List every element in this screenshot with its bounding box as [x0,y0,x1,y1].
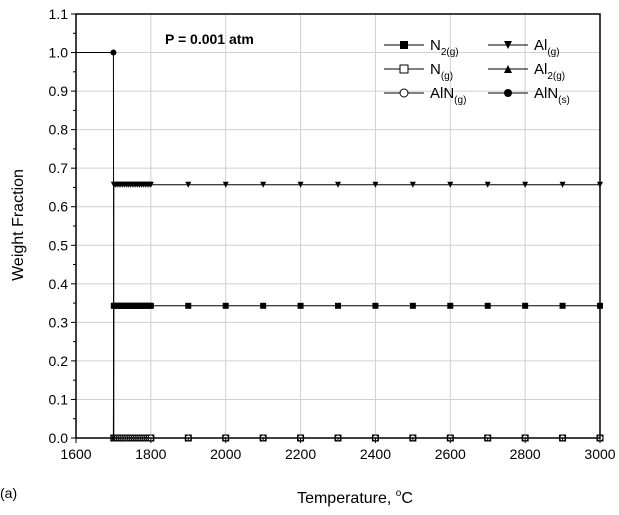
legend-label: AlN(s) [534,85,570,106]
data-point [409,302,416,309]
x-tick-label: 1800 [135,446,166,462]
legend-marker [399,64,409,74]
legend-entry: N2(g) [384,37,459,58]
legend-label: Al2(g) [534,61,565,82]
x-tick-label: 3000 [584,446,615,462]
y-tick-label: 0.9 [49,83,69,99]
data-point [222,181,229,188]
y-tick-label: 0.1 [49,391,69,407]
data-point [222,302,229,309]
legend-label: AlN(g) [430,85,466,106]
data-point [185,181,192,188]
data-point [484,181,491,188]
data-point [447,181,454,188]
y-tick-label: 0.4 [49,276,69,292]
data-point [447,302,454,309]
legend-entry: AlN(s) [488,85,570,106]
legend-marker [504,65,512,73]
x-tick-label: 1600 [60,446,91,462]
y-tick-label: 0.3 [49,314,69,330]
panel-label: (a) [0,485,17,501]
y-tick-label: 0.8 [49,122,69,138]
data-point [372,302,379,309]
x-axis: 1600 1800 2000 2200 2400 2600 2800 3000 [60,438,616,462]
x-tick-label: 2200 [285,446,316,462]
data-point [484,302,491,309]
y-axis: 0.0 0.1 0.2 0.3 0.4 0.5 0.6 0.7 0.8 0.9 1.0 1.1 [49,6,76,446]
legend: N2(g) N(g) AlN(g) Al(g) Al2(g) AlN(s) [384,37,570,106]
y-tick-label: 0.5 [49,237,69,253]
legend-label: N(g) [430,61,453,82]
data-point [335,302,341,309]
data-point [559,302,566,309]
x-axis-title: Temperature, oC [297,488,413,507]
data-point [147,302,154,309]
data-point [260,181,267,188]
data-point [297,181,304,188]
legend-entry: Al2(g) [488,61,565,82]
series-aln-s [76,49,600,439]
legend-marker [504,89,512,97]
data-point [559,181,566,188]
y-tick-label: 0.2 [49,353,69,369]
legend-marker [504,41,512,49]
y-tick-label: 0.6 [49,199,69,215]
data-point [110,49,117,56]
data-point [522,181,529,188]
data-point [522,302,529,309]
y-axis-title: Weight Fraction [10,169,27,281]
y-tick-label: 0.7 [49,160,69,176]
data-point [260,302,267,309]
x-tick-label: 2800 [510,446,541,462]
legend-label: N2(g) [430,37,459,58]
y-tick-label: 1.0 [49,45,69,61]
x-tick-label: 2600 [435,446,466,462]
data-point [147,181,154,188]
legend-marker [400,41,408,49]
legend-entry: Al(g) [488,37,560,58]
data-point [297,302,304,309]
legend-marker [399,88,409,98]
data-point [185,302,192,309]
y-tick-label: 1.1 [49,6,69,22]
legend-label: Al(g) [534,37,560,58]
data-point [372,181,379,188]
x-tick-label: 2400 [360,446,391,462]
series-line [76,305,600,439]
series-n-2g [76,302,603,439]
series-line [76,184,600,439]
plot-frame [75,13,601,439]
pressure-annotation: P = 0.001 atm [165,31,254,47]
data-point [335,181,341,188]
legend-entry: N(g) [384,61,453,82]
grid [76,14,600,438]
x-tick-label: 2000 [210,446,241,462]
legend-entry: AlN(g) [384,85,466,106]
y-tick-label: 0.0 [49,430,69,446]
data-point [409,181,416,188]
